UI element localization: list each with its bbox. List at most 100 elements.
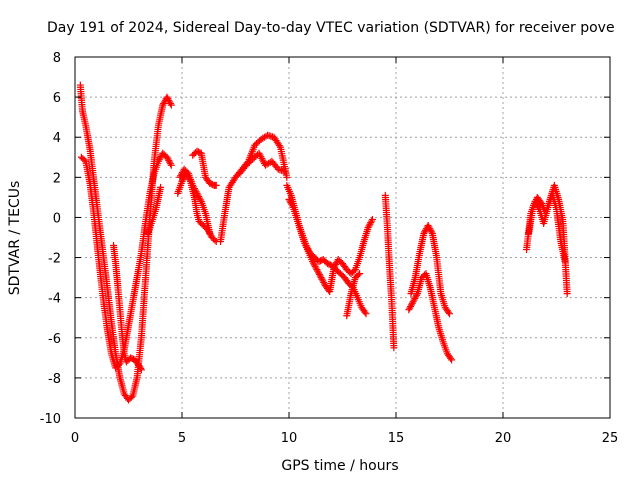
data-point [206,229,214,237]
data-point [167,161,175,169]
grid [75,57,610,418]
data-point [137,366,145,374]
data-point [281,167,289,175]
data-point [309,258,317,266]
data-point [302,242,310,250]
data-point [424,221,432,229]
data-point [314,267,322,275]
data-point [410,296,418,304]
data-point [428,228,436,236]
data-point [447,354,455,362]
data-point [163,153,171,161]
data-point [287,199,295,207]
y-tick-label: -2 [48,252,61,267]
data-point [192,188,200,196]
data-point [196,196,204,204]
series-track-n [407,221,453,318]
data-point [285,195,293,203]
data-point [315,270,323,278]
data-point [390,344,398,352]
data-point [251,141,259,149]
data-point [320,278,328,286]
data-point [166,158,174,166]
series-track-k [285,195,370,318]
data-point [244,160,252,168]
data-point [283,173,291,181]
series-track-g [189,147,220,189]
data-point [165,96,173,104]
data-point [407,302,415,310]
data-point [368,215,376,223]
series-track-b [77,149,175,372]
series-track-d [144,183,165,237]
data-point [412,293,420,301]
data-point [288,202,296,210]
data-point [426,225,434,233]
data-point [177,172,185,180]
data-point [189,181,197,189]
data-point [159,101,167,109]
y-tick-labels: -10 -8 -6 -4 -2 0 2 4 6 8 [40,51,61,427]
data-point [176,173,184,181]
data-point [193,189,201,197]
data-point [245,158,253,166]
data-point [406,304,414,312]
data-point [196,194,204,202]
x-tick-label: 10 [281,431,298,446]
data-point [354,271,362,279]
data-point [309,259,317,267]
x-tick-label: 25 [602,431,619,446]
data-point [311,262,319,270]
x-tick-label: 0 [71,431,79,446]
data-point [448,356,456,364]
series-track-f [176,165,214,237]
data-point [191,186,199,194]
data-point [317,274,325,282]
data-point [190,183,198,191]
data-point [310,261,318,269]
data-point [275,142,283,150]
series-track-j [283,181,376,296]
data-point [166,98,174,106]
series-track-q [525,181,571,298]
data-point [312,264,320,272]
data-point [563,290,571,298]
y-tick-label: -10 [40,412,61,427]
data-point [195,193,203,201]
data-point [366,220,374,228]
data-point [157,183,165,191]
data-point [194,191,202,199]
data-point [315,269,323,277]
y-tick-label: 4 [53,131,61,146]
data-point [446,310,453,318]
x-tick-label: 5 [178,431,186,446]
data-point [211,236,219,244]
data-point [154,157,162,165]
data-point [166,100,174,108]
y-tick-label: -6 [48,332,61,347]
data-point [155,156,163,164]
data-point [413,291,421,299]
series-track-i [236,149,289,177]
data-point [420,229,428,237]
data-point [444,308,452,316]
data-point [316,272,324,280]
data-point [319,277,327,285]
y-tick-label: -4 [48,292,61,307]
data-point [318,275,326,283]
data-point [362,310,370,318]
data-point [364,223,372,231]
data-point [367,219,375,227]
data-point [407,301,415,309]
data-point [288,200,296,208]
data-point [421,228,429,236]
series-track-m [381,191,398,352]
plot-frame [74,56,611,419]
data-point [405,306,413,314]
data-point [536,198,544,206]
data-point [409,298,417,306]
y-tick-label: 8 [53,51,61,66]
series-track-h [217,131,291,246]
y-tick-label: -8 [48,372,61,387]
